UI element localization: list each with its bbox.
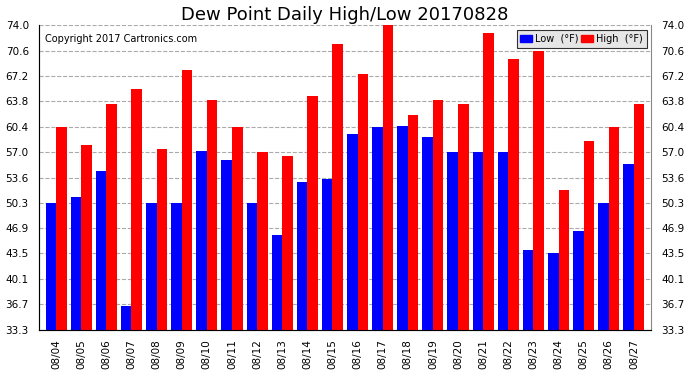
Bar	[257, 152, 268, 330]
Bar	[473, 152, 483, 330]
Bar	[181, 70, 193, 330]
Bar	[483, 33, 494, 330]
Text: Copyright 2017 Cartronics.com: Copyright 2017 Cartronics.com	[45, 34, 197, 44]
Bar	[598, 202, 609, 330]
Bar	[56, 127, 67, 330]
Bar	[96, 171, 106, 330]
Bar	[221, 160, 232, 330]
Bar	[497, 152, 509, 330]
Bar	[584, 141, 594, 330]
Bar	[634, 104, 644, 330]
Bar	[121, 306, 132, 330]
Bar	[609, 127, 620, 330]
Bar	[558, 190, 569, 330]
Bar	[207, 100, 217, 330]
Bar	[232, 127, 242, 330]
Bar	[548, 254, 558, 330]
Bar	[347, 134, 357, 330]
Bar	[573, 231, 584, 330]
Bar	[322, 178, 333, 330]
Bar	[81, 145, 92, 330]
Bar	[246, 202, 257, 330]
Legend: Low  (°F), High  (°F): Low (°F), High (°F)	[517, 30, 647, 48]
Title: Dew Point Daily High/Low 20170828: Dew Point Daily High/Low 20170828	[181, 6, 509, 24]
Bar	[307, 96, 318, 330]
Bar	[372, 127, 383, 330]
Bar	[357, 74, 368, 330]
Bar	[408, 115, 418, 330]
Bar	[448, 152, 458, 330]
Bar	[383, 25, 393, 330]
Bar	[70, 197, 81, 330]
Bar	[433, 100, 444, 330]
Bar	[397, 126, 408, 330]
Bar	[171, 202, 181, 330]
Bar	[272, 235, 282, 330]
Bar	[333, 44, 343, 330]
Bar	[157, 148, 167, 330]
Bar	[523, 250, 533, 330]
Bar	[146, 202, 157, 330]
Bar	[46, 202, 56, 330]
Bar	[623, 164, 634, 330]
Bar	[509, 59, 519, 330]
Bar	[282, 156, 293, 330]
Bar	[297, 182, 307, 330]
Bar	[196, 151, 207, 330]
Bar	[106, 104, 117, 330]
Bar	[132, 89, 142, 330]
Bar	[533, 51, 544, 330]
Bar	[458, 104, 469, 330]
Bar	[422, 137, 433, 330]
